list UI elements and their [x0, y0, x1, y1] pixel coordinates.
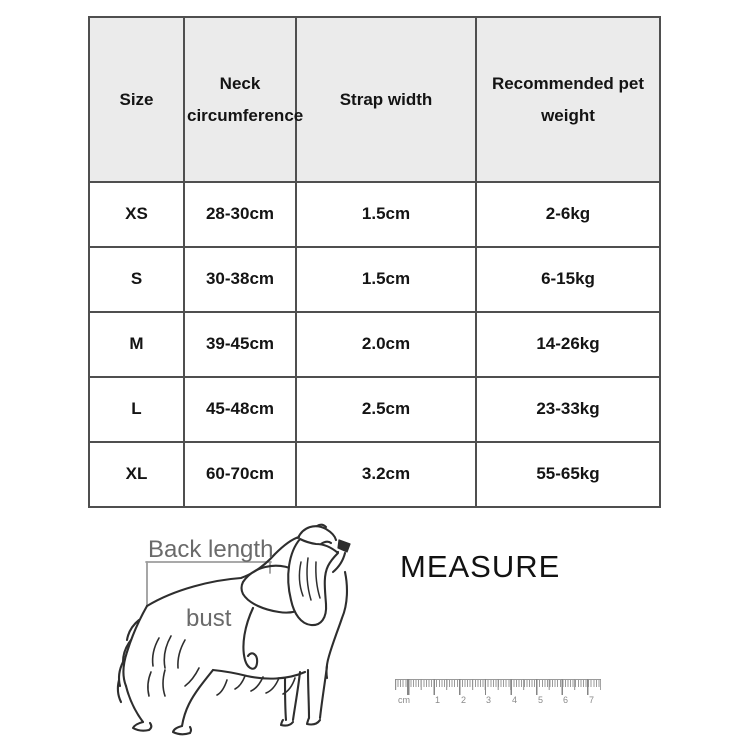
- table-header-row: Size Neck circumference Strap width Reco…: [88, 16, 661, 183]
- table-row-l: L 45-48cm 2.5cm 23-33kg: [88, 376, 661, 443]
- ruler-label: 4: [512, 695, 518, 705]
- ruler-label: cm: [398, 695, 410, 705]
- ruler-label: 2: [461, 695, 467, 705]
- table-cell: 55-65kg: [475, 441, 661, 508]
- ruler-label: 1: [435, 695, 441, 705]
- dog-illustration: [116, 523, 351, 736]
- table-cell: 1.5cm: [295, 181, 477, 248]
- table-cell: 45-48cm: [183, 376, 297, 443]
- ruler-cm-ticks: [395, 679, 601, 695]
- back-length-label: Back length: [148, 536, 274, 563]
- size-chart-table: Size Neck circumference Strap width Reco…: [88, 16, 661, 508]
- table-cell: 2.0cm: [295, 311, 477, 378]
- table-row-s: S 30-38cm 1.5cm 6-15kg: [88, 246, 661, 313]
- column-header-pet-weight: Recommended pet weight: [475, 16, 661, 183]
- ruler-label: 7: [589, 695, 595, 705]
- table-cell: 60-70cm: [183, 441, 297, 508]
- table-row-m: M 39-45cm 2.0cm 14-26kg: [88, 311, 661, 378]
- table-cell: 28-30cm: [183, 181, 297, 248]
- table-cell: 6-15kg: [475, 246, 661, 313]
- table-cell: 2-6kg: [475, 181, 661, 248]
- table-cell: 3.2cm: [295, 441, 477, 508]
- ruler-label: 6: [563, 695, 569, 705]
- table-cell: 14-26kg: [475, 311, 661, 378]
- measure-title: MEASURE: [400, 549, 561, 584]
- table-row-xs: XS 28-30cm 1.5cm 2-6kg: [88, 181, 661, 248]
- column-header-strap-width: Strap width: [295, 16, 477, 183]
- table-cell: L: [88, 376, 185, 443]
- table-cell: 1.5cm: [295, 246, 477, 313]
- table-cell: 39-45cm: [183, 311, 297, 378]
- table-cell: S: [88, 246, 185, 313]
- back-length-bracket: [145, 561, 272, 607]
- column-header-neck-circumference: Neck circumference: [183, 16, 303, 183]
- column-header-size: Size: [88, 16, 185, 183]
- dog-outline: [116, 523, 351, 736]
- bust-label: bust: [186, 605, 232, 632]
- table-cell: 2.5cm: [295, 376, 477, 443]
- ruler-label: 5: [538, 695, 544, 705]
- ruler-label: 3: [486, 695, 492, 705]
- table-cell: 30-38cm: [183, 246, 297, 313]
- ruler: cm 1 2 3 4 5 6 7: [395, 679, 605, 709]
- table-cell: M: [88, 311, 185, 378]
- table-row-xl: XL 60-70cm 3.2cm 55-65kg: [88, 441, 661, 508]
- table-cell: XS: [88, 181, 185, 248]
- table-cell: 23-33kg: [475, 376, 661, 443]
- table-cell: XL: [88, 441, 185, 508]
